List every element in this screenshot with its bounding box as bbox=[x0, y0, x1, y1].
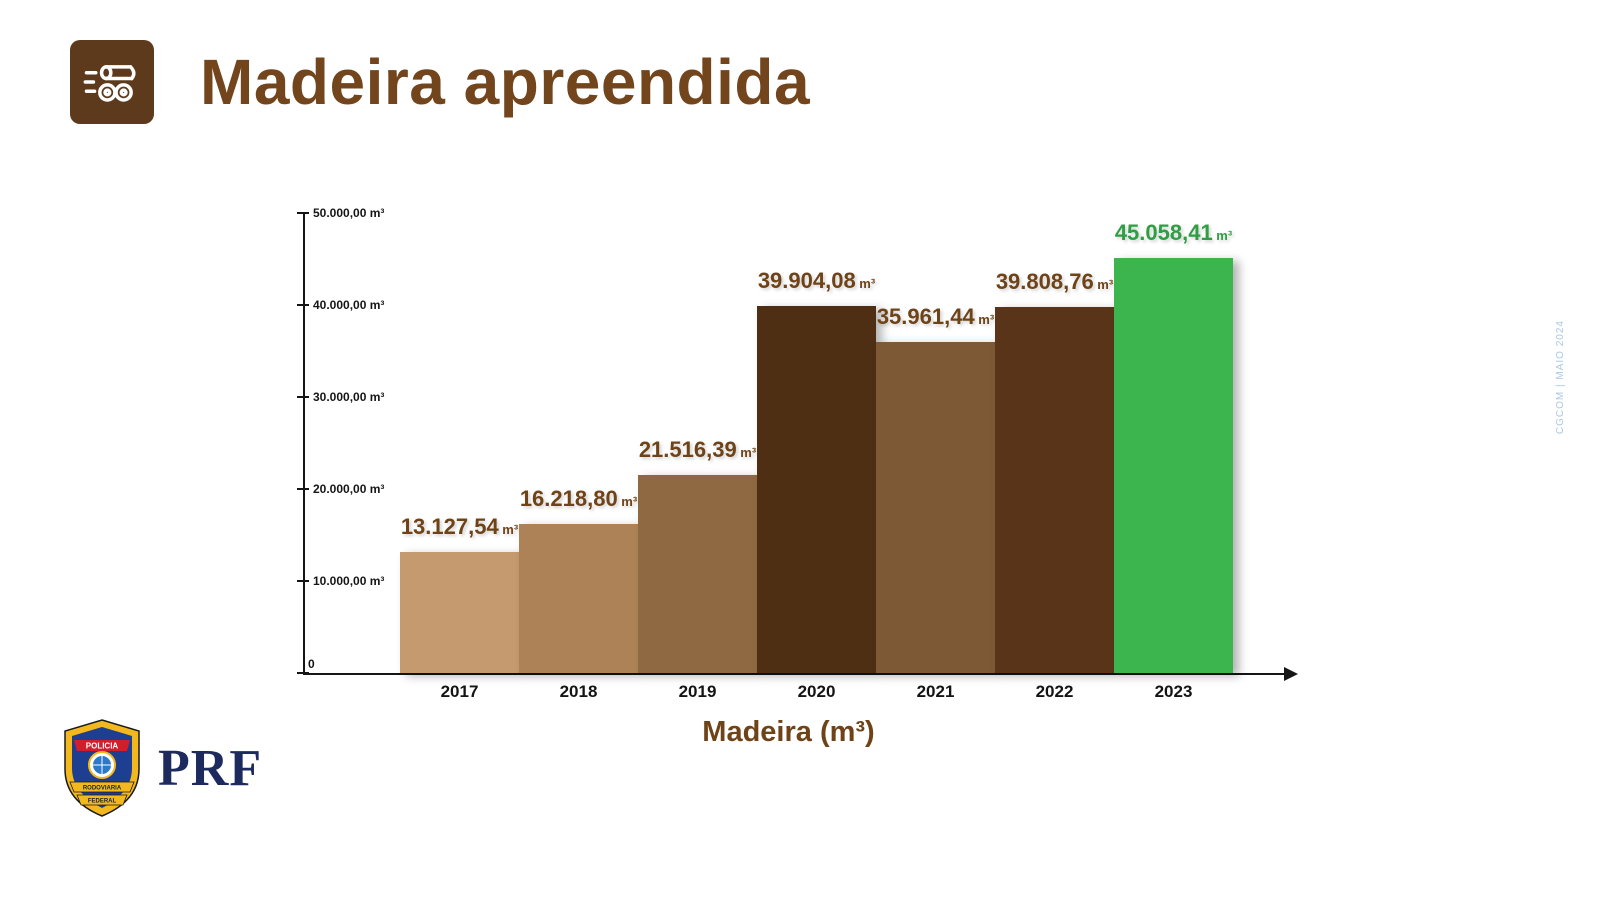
bar-value-label-2019: 21.516,39 m³ bbox=[639, 437, 756, 463]
prf-wordmark: PRF bbox=[158, 739, 263, 797]
bar-value-number: 45.058,41 bbox=[1114, 220, 1213, 245]
x-tick-label-2022: 2022 bbox=[1035, 682, 1074, 701]
x-axis bbox=[303, 667, 1298, 681]
y-tick-label: 10.000,00 m³ bbox=[313, 574, 385, 588]
bar-2021 bbox=[876, 342, 995, 673]
bar-value-number: 16.218,80 bbox=[519, 486, 618, 511]
bar-value-unit: m³ bbox=[617, 494, 638, 509]
bar-value-number: 13.127,54 bbox=[400, 514, 499, 539]
bar-2020 bbox=[757, 306, 876, 673]
bar-value-unit: m³ bbox=[1093, 277, 1114, 292]
y-tick-mark bbox=[297, 488, 309, 490]
y-tick-mark bbox=[297, 304, 309, 306]
bar-value-label-2023: 45.058,41 m³ bbox=[1115, 220, 1232, 246]
bar-value-label-2018: 16.218,80 m³ bbox=[520, 486, 637, 512]
y-tick-label: 30.000,00 m³ bbox=[313, 390, 385, 404]
y-tick-mark bbox=[297, 672, 309, 674]
y-tick-label: 20.000,00 m³ bbox=[313, 482, 385, 496]
y-tick-mark bbox=[297, 396, 309, 398]
prf-shield-logo: POLICIA RODOVIARIA FEDERAL bbox=[64, 719, 140, 817]
credits-note: CGCOM | MAIO 2024 bbox=[1555, 320, 1566, 435]
y-tick-mark bbox=[297, 212, 309, 214]
shield-text-policia: POLICIA bbox=[86, 742, 119, 751]
bar-2017 bbox=[400, 552, 519, 673]
bar-value-label-2022: 39.808,76 m³ bbox=[996, 269, 1113, 295]
x-tick-label-2018: 2018 bbox=[559, 682, 598, 701]
page-title: Madeira apreendida bbox=[200, 46, 811, 118]
bar-value-unit: m³ bbox=[498, 522, 519, 537]
bar-2023 bbox=[1114, 258, 1233, 673]
wood-logs-glyph bbox=[83, 65, 136, 102]
bar-value-label-2020: 39.904,08 m³ bbox=[758, 268, 875, 294]
bar-2019 bbox=[638, 475, 757, 673]
x-tick-label-2021: 2021 bbox=[916, 682, 955, 701]
y-tick-label: 40.000,00 m³ bbox=[313, 298, 385, 312]
bar-value-number: 39.808,76 bbox=[995, 269, 1094, 294]
footer: POLICIA RODOVIARIA FEDERAL PRF bbox=[62, 718, 262, 818]
bar-value-number: 21.516,39 bbox=[638, 437, 737, 462]
x-axis-label: Madeira (m³) bbox=[702, 716, 875, 748]
wood-logs-icon bbox=[70, 40, 154, 124]
bar-value-unit: m³ bbox=[1212, 228, 1233, 243]
x-tick-label-2020: 2020 bbox=[797, 682, 836, 701]
y-tick-mark bbox=[297, 580, 309, 582]
y-tick-label: 50.000,00 m³ bbox=[313, 206, 385, 220]
bar-2018 bbox=[519, 524, 638, 673]
bar-value-number: 35.961,44 bbox=[876, 304, 975, 329]
bar-value-unit: m³ bbox=[974, 312, 995, 327]
bar-value-label-2017: 13.127,54 m³ bbox=[401, 514, 518, 540]
bar-value-number: 39.904,08 bbox=[757, 268, 856, 293]
bar-value-unit: m³ bbox=[736, 445, 757, 460]
shield-text-rodoviaria: RODOVIARIA bbox=[83, 786, 122, 792]
bar-value-unit: m³ bbox=[855, 276, 876, 291]
y-axis bbox=[303, 212, 305, 675]
x-tick-label-2023: 2023 bbox=[1154, 682, 1193, 701]
shield-text-federal: FEDERAL bbox=[88, 799, 117, 805]
bar-value-label-2021: 35.961,44 m³ bbox=[877, 304, 994, 330]
header: Madeira apreendida bbox=[70, 40, 810, 124]
x-tick-label-2019: 2019 bbox=[678, 682, 717, 701]
bar-chart: 50.000,00 m³ 40.000,00 m³ 30.000,00 m³ 20.0… bbox=[297, 206, 1298, 701]
y-tick-label: 0 bbox=[308, 657, 315, 671]
bar-2022 bbox=[995, 307, 1114, 673]
x-tick-label-2017: 2017 bbox=[440, 682, 479, 701]
